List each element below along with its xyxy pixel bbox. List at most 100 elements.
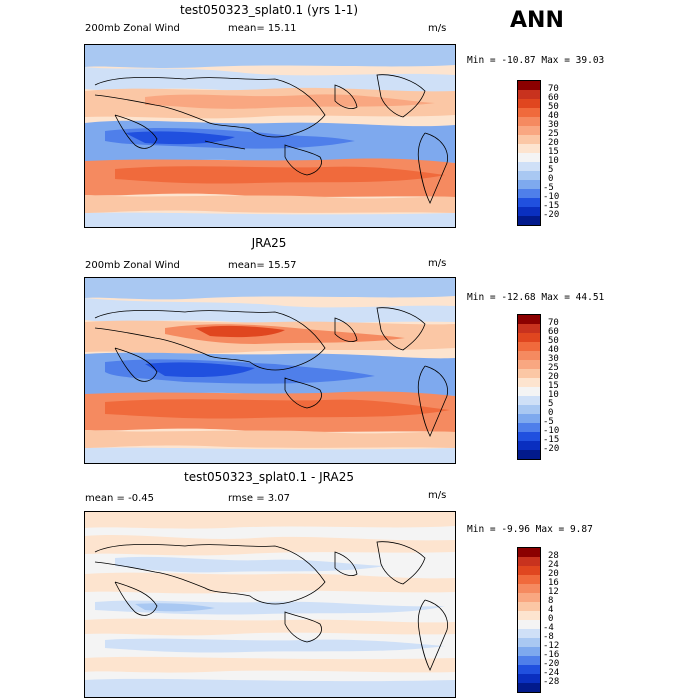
panel-2-map: [84, 277, 456, 464]
colorbar-tick-label: 70: [548, 84, 559, 94]
colorbar-tick-label: 0: [548, 174, 554, 184]
colorbar-tick-label: -20: [543, 444, 560, 454]
colorbar-swatch: [518, 629, 540, 638]
panel-3-map: [84, 511, 456, 698]
colorbar-swatch: [518, 333, 540, 342]
colorbar-tick-label: -28: [543, 677, 560, 687]
panel-2-minmax: Min = -12.68 Max = 44.51: [467, 292, 605, 303]
panel-3-mean-label: mean = -0.45: [85, 493, 154, 504]
colorbar-tick-label: -10: [543, 192, 560, 202]
panel-1-mean-label: mean= 15.11: [228, 23, 297, 34]
colorbar-tick-label: -15: [543, 435, 560, 445]
colorbar-tick-label: 15: [548, 381, 559, 391]
colorbar-swatch: [518, 378, 540, 387]
colorbar-tick-label: 25: [548, 129, 559, 139]
colorbar-tick-label: 20: [548, 138, 559, 148]
colorbar-tick-label: 0: [548, 614, 554, 624]
panel-1-map: [84, 44, 456, 228]
colorbar-tick-label: 20: [548, 569, 559, 579]
colorbar-swatch: [518, 324, 540, 333]
colorbar-swatch: [518, 414, 540, 423]
colorbar-tick-label: -12: [543, 641, 560, 651]
colorbar-swatch: [518, 575, 540, 584]
panel-1-variable-label: 200mb Zonal Wind: [85, 23, 180, 34]
colorbar-swatch: [518, 548, 540, 557]
colorbar-swatch: [518, 162, 540, 171]
panel-3-rmse-label: rmse = 3.07: [228, 493, 291, 504]
colorbar-tick-label: 40: [548, 111, 559, 121]
colorbar-tick-label: 60: [548, 327, 559, 337]
colorbar-swatch: [518, 423, 540, 432]
colorbar-tick-label: -16: [543, 650, 560, 660]
colorbar-tick-label: 70: [548, 318, 559, 328]
colorbar-tick-label: -10: [543, 426, 560, 436]
colorbar-tick-label: -20: [543, 210, 560, 220]
colorbar-tick-label: 5: [548, 399, 554, 409]
colorbar-swatch: [518, 387, 540, 396]
colorbar-swatch: [518, 405, 540, 414]
colorbar-tick-label: 50: [548, 336, 559, 346]
colorbar-tick-label: 8: [548, 596, 554, 606]
colorbar-swatch: [518, 566, 540, 575]
colorbar-swatch: [518, 117, 540, 126]
panel-3-title: test050323_splat0.1 - JRA25: [183, 470, 355, 484]
colorbar-tick-label: 25: [548, 363, 559, 373]
panel-3-units: m/s: [428, 490, 447, 501]
colorbar-tick-label: 5: [548, 165, 554, 175]
colorbar-tick-label: -5: [543, 417, 554, 427]
colorbar-tick-label: 16: [548, 578, 559, 588]
colorbar-swatch: [518, 81, 540, 90]
panel-2-units: m/s: [428, 258, 447, 269]
colorbar-tick-label: 30: [548, 354, 559, 364]
colorbar-tick-label: 10: [548, 156, 559, 166]
colorbar-swatch: [518, 216, 540, 225]
colorbar-swatch: [518, 683, 540, 692]
colorbar-swatch: [518, 198, 540, 207]
colorbar-tick-label: 60: [548, 93, 559, 103]
colorbar-swatch: [518, 584, 540, 593]
panel-1-title: test050323_splat0.1 (yrs 1-1): [179, 3, 359, 17]
colorbar-swatch: [518, 602, 540, 611]
colorbar-tick-label: 30: [548, 120, 559, 130]
colorbar-tick-label: 20: [548, 372, 559, 382]
colorbar-tick-label: -20: [543, 659, 560, 669]
panel-2-variable-label: 200mb Zonal Wind: [85, 260, 180, 271]
colorbar-swatch: [518, 90, 540, 99]
colorbar-tick-label: -4: [543, 623, 554, 633]
colorbar-swatch: [518, 144, 540, 153]
colorbar-swatch: [518, 656, 540, 665]
colorbar-tick-label: -5: [543, 183, 554, 193]
colorbar-swatch: [518, 620, 540, 629]
colorbar-swatch: [518, 99, 540, 108]
colorbar-swatch: [518, 180, 540, 189]
colorbar-swatch: [518, 593, 540, 602]
colorbar-swatch: [518, 396, 540, 405]
panel-3-colorbar: [517, 547, 541, 693]
colorbar-swatch: [518, 135, 540, 144]
panel-1-units: m/s: [428, 23, 447, 34]
colorbar-tick-label: -15: [543, 201, 560, 211]
colorbar-swatch: [518, 450, 540, 459]
colorbar-tick-label: 24: [548, 560, 559, 570]
colorbar-tick-label: 15: [548, 147, 559, 157]
colorbar-tick-label: 4: [548, 605, 554, 615]
colorbar-swatch: [518, 126, 540, 135]
colorbar-swatch: [518, 665, 540, 674]
colorbar-swatch: [518, 342, 540, 351]
colorbar-swatch: [518, 611, 540, 620]
colorbar-tick-label: 40: [548, 345, 559, 355]
panel-3-minmax: Min = -9.96 Max = 9.87: [467, 524, 593, 535]
colorbar-tick-label: -8: [543, 632, 554, 642]
colorbar-swatch: [518, 441, 540, 450]
colorbar-swatch: [518, 207, 540, 216]
colorbar-swatch: [518, 315, 540, 324]
colorbar-tick-label: 12: [548, 587, 559, 597]
colorbar-swatch: [518, 108, 540, 117]
season-label: ANN: [510, 8, 564, 33]
colorbar-tick-label: 50: [548, 102, 559, 112]
colorbar-swatch: [518, 153, 540, 162]
colorbar-tick-label: 28: [548, 551, 559, 561]
colorbar-tick-label: 0: [548, 408, 554, 418]
colorbar-swatch: [518, 432, 540, 441]
colorbar-swatch: [518, 171, 540, 180]
